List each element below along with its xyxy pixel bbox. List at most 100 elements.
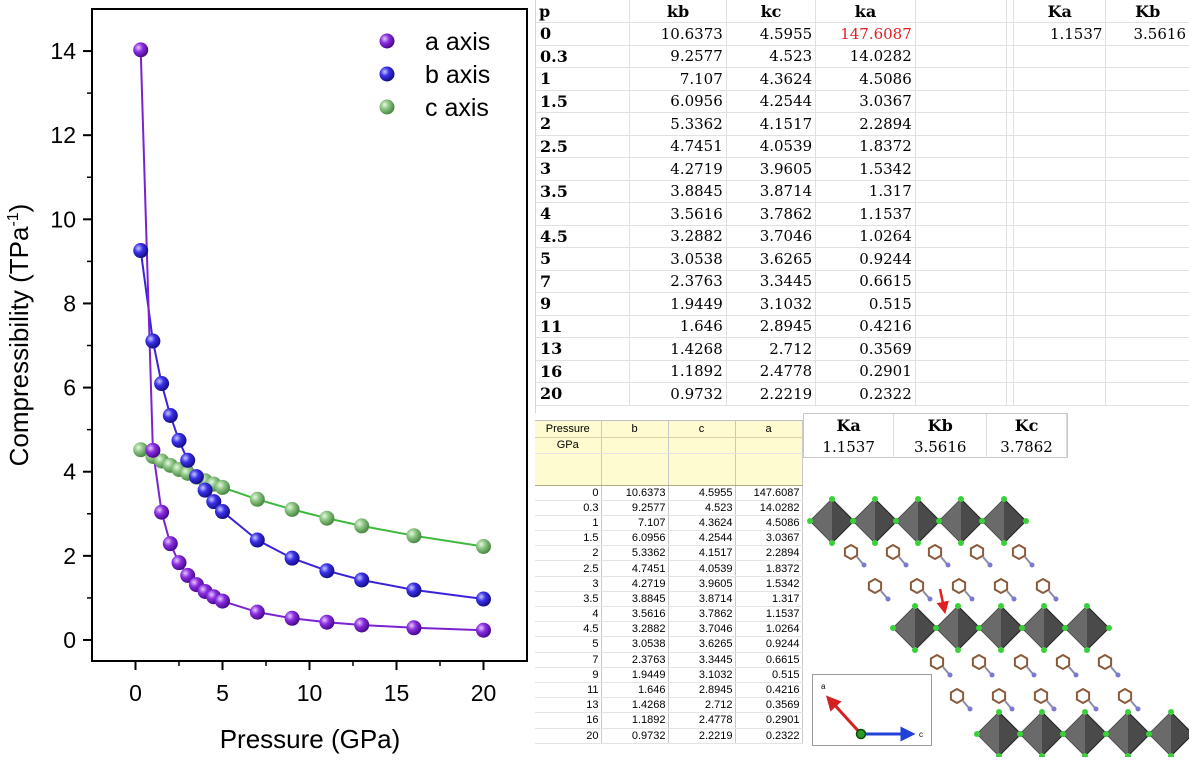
top-cell[interactable]: 2.2894 xyxy=(815,112,916,136)
top-cell[interactable] xyxy=(915,22,1008,46)
top-cell[interactable] xyxy=(1013,315,1107,338)
top-cell[interactable]: 4.2719 xyxy=(629,157,727,181)
top-cell[interactable] xyxy=(915,90,1008,113)
top-cell[interactable] xyxy=(915,202,1008,226)
top-cell[interactable] xyxy=(1006,22,1015,46)
worksheet-cell[interactable]: 1 xyxy=(535,515,602,532)
top-cell[interactable]: 1.9449 xyxy=(629,292,727,316)
worksheet-cell[interactable]: 4.0539 xyxy=(668,560,736,577)
top-cell[interactable] xyxy=(1105,45,1189,68)
worksheet-cell[interactable]: 3.9605 xyxy=(668,576,736,592)
top-cell[interactable]: 20 xyxy=(536,382,631,406)
top-cell[interactable] xyxy=(1013,135,1107,158)
top-cell[interactable] xyxy=(1105,270,1189,293)
top-cell[interactable]: 4.1517 xyxy=(726,112,817,136)
top-cell[interactable] xyxy=(1105,382,1189,406)
worksheet-header-cell[interactable]: a xyxy=(735,421,803,438)
worksheet-units-cell[interactable]: GPa xyxy=(535,437,602,454)
top-cell[interactable]: 0.4216 xyxy=(815,315,916,338)
worksheet-cell[interactable]: 1.646 xyxy=(601,682,669,699)
top-cell[interactable]: 1.5 xyxy=(536,90,631,113)
worksheet-cell[interactable]: 3.5 xyxy=(535,591,602,608)
worksheet-cell[interactable]: 2.3763 xyxy=(601,652,669,668)
top-cell[interactable] xyxy=(1006,382,1015,406)
worksheet-cell[interactable]: 9 xyxy=(535,667,602,683)
top-cell[interactable]: 3.2882 xyxy=(629,225,727,248)
top-cell[interactable] xyxy=(1105,247,1189,271)
top-cell[interactable] xyxy=(915,247,1008,271)
top-cell[interactable]: 4.5086 xyxy=(815,67,916,91)
top-cell[interactable] xyxy=(1013,382,1107,406)
top-cell[interactable] xyxy=(1006,90,1015,113)
worksheet-cell[interactable]: 7 xyxy=(535,652,602,668)
worksheet-cell[interactable]: 11 xyxy=(535,682,602,699)
top-cell[interactable]: 2.2219 xyxy=(726,382,817,406)
top-cell[interactable]: 3.8714 xyxy=(726,180,817,203)
top-cell[interactable] xyxy=(1105,360,1189,383)
top-cell[interactable]: 3.5616 xyxy=(1105,22,1189,46)
summary-cell[interactable]: 3.5616 xyxy=(893,436,988,458)
top-cell[interactable] xyxy=(1006,45,1015,68)
worksheet-cell[interactable]: 0.515 xyxy=(735,667,803,683)
top-cell[interactable] xyxy=(1006,292,1015,316)
worksheet-cell[interactable]: 4.2544 xyxy=(668,530,736,547)
top-cell[interactable] xyxy=(1006,315,1015,338)
worksheet-units-cell[interactable] xyxy=(735,437,803,454)
top-header-cell[interactable] xyxy=(1006,0,1015,23)
top-cell[interactable]: 10.6373 xyxy=(629,22,727,46)
worksheet-cell[interactable]: 1.4268 xyxy=(601,697,669,714)
top-cell[interactable] xyxy=(1006,270,1015,293)
top-cell[interactable]: 0.9244 xyxy=(815,247,916,271)
top-cell[interactable]: 3.6265 xyxy=(726,247,817,271)
spreadsheet-top[interactable]: p kb kc ka Ka Kb 0 10.6373 4.5955 147.6087 1.1537 3… xyxy=(535,0,1189,413)
worksheet-cell[interactable]: 3.8845 xyxy=(601,591,669,608)
worksheet-cell[interactable]: 1.1537 xyxy=(735,606,803,623)
top-cell[interactable]: 3.0367 xyxy=(815,90,916,113)
worksheet-cell[interactable]: 0.2322 xyxy=(735,728,803,744)
top-cell[interactable] xyxy=(1013,202,1107,226)
top-cell[interactable]: 0.9732 xyxy=(629,382,727,406)
top-cell[interactable] xyxy=(1013,112,1107,136)
top-cell[interactable]: 1.0264 xyxy=(815,225,916,248)
top-cell[interactable] xyxy=(1105,157,1189,181)
worksheet-header-cell[interactable]: c xyxy=(668,421,736,438)
top-cell[interactable]: 5.3362 xyxy=(629,112,727,136)
top-cell[interactable]: 1.8372 xyxy=(815,135,916,158)
top-cell[interactable] xyxy=(1006,202,1015,226)
worksheet-cell[interactable]: 0.2901 xyxy=(735,712,803,729)
worksheet-blank-cell[interactable] xyxy=(601,453,669,486)
top-cell[interactable] xyxy=(915,315,1008,338)
worksheet-cell[interactable]: 2.8945 xyxy=(668,682,736,699)
worksheet-cell[interactable]: 4.1517 xyxy=(668,545,736,562)
worksheet-cell[interactable]: 3 xyxy=(535,576,602,592)
top-cell[interactable] xyxy=(1013,337,1107,361)
top-cell[interactable]: 4.7451 xyxy=(629,135,727,158)
top-cell[interactable]: 4.523 xyxy=(726,45,817,68)
top-cell[interactable] xyxy=(1006,225,1015,248)
top-cell[interactable] xyxy=(1006,157,1015,181)
top-cell[interactable] xyxy=(915,225,1008,248)
top-cell[interactable]: 0.2901 xyxy=(815,360,916,383)
top-cell[interactable] xyxy=(1006,112,1015,136)
top-cell[interactable]: 4.2544 xyxy=(726,90,817,113)
worksheet-cell[interactable]: 1.8372 xyxy=(735,560,803,577)
top-cell[interactable]: 4.3624 xyxy=(726,67,817,91)
top-header-cell[interactable]: Kb xyxy=(1105,0,1189,23)
top-cell[interactable] xyxy=(1105,202,1189,226)
worksheet-cell[interactable]: 4.7451 xyxy=(601,560,669,577)
top-cell[interactable] xyxy=(1006,135,1015,158)
top-cell[interactable] xyxy=(915,382,1008,406)
worksheet-cell[interactable]: 3.7046 xyxy=(668,621,736,638)
top-cell[interactable] xyxy=(915,292,1008,316)
top-cell[interactable] xyxy=(1105,180,1189,203)
top-cell[interactable]: 2.5 xyxy=(536,135,631,158)
worksheet-cell[interactable]: 2.2219 xyxy=(668,728,736,744)
top-cell[interactable]: 3.5616 xyxy=(629,202,727,226)
worksheet-cell[interactable]: 1.317 xyxy=(735,591,803,608)
top-cell[interactable] xyxy=(915,45,1008,68)
worksheet-cell[interactable]: 3.6265 xyxy=(668,636,736,653)
worksheet-bottom[interactable]: Pressure b c a GPa 0 10.6373 4.5955 147.6087 0.3 9… xyxy=(535,420,803,758)
top-cell[interactable]: 5 xyxy=(536,247,631,271)
worksheet-cell[interactable]: 7.107 xyxy=(601,515,669,532)
top-cell[interactable] xyxy=(915,112,1008,136)
